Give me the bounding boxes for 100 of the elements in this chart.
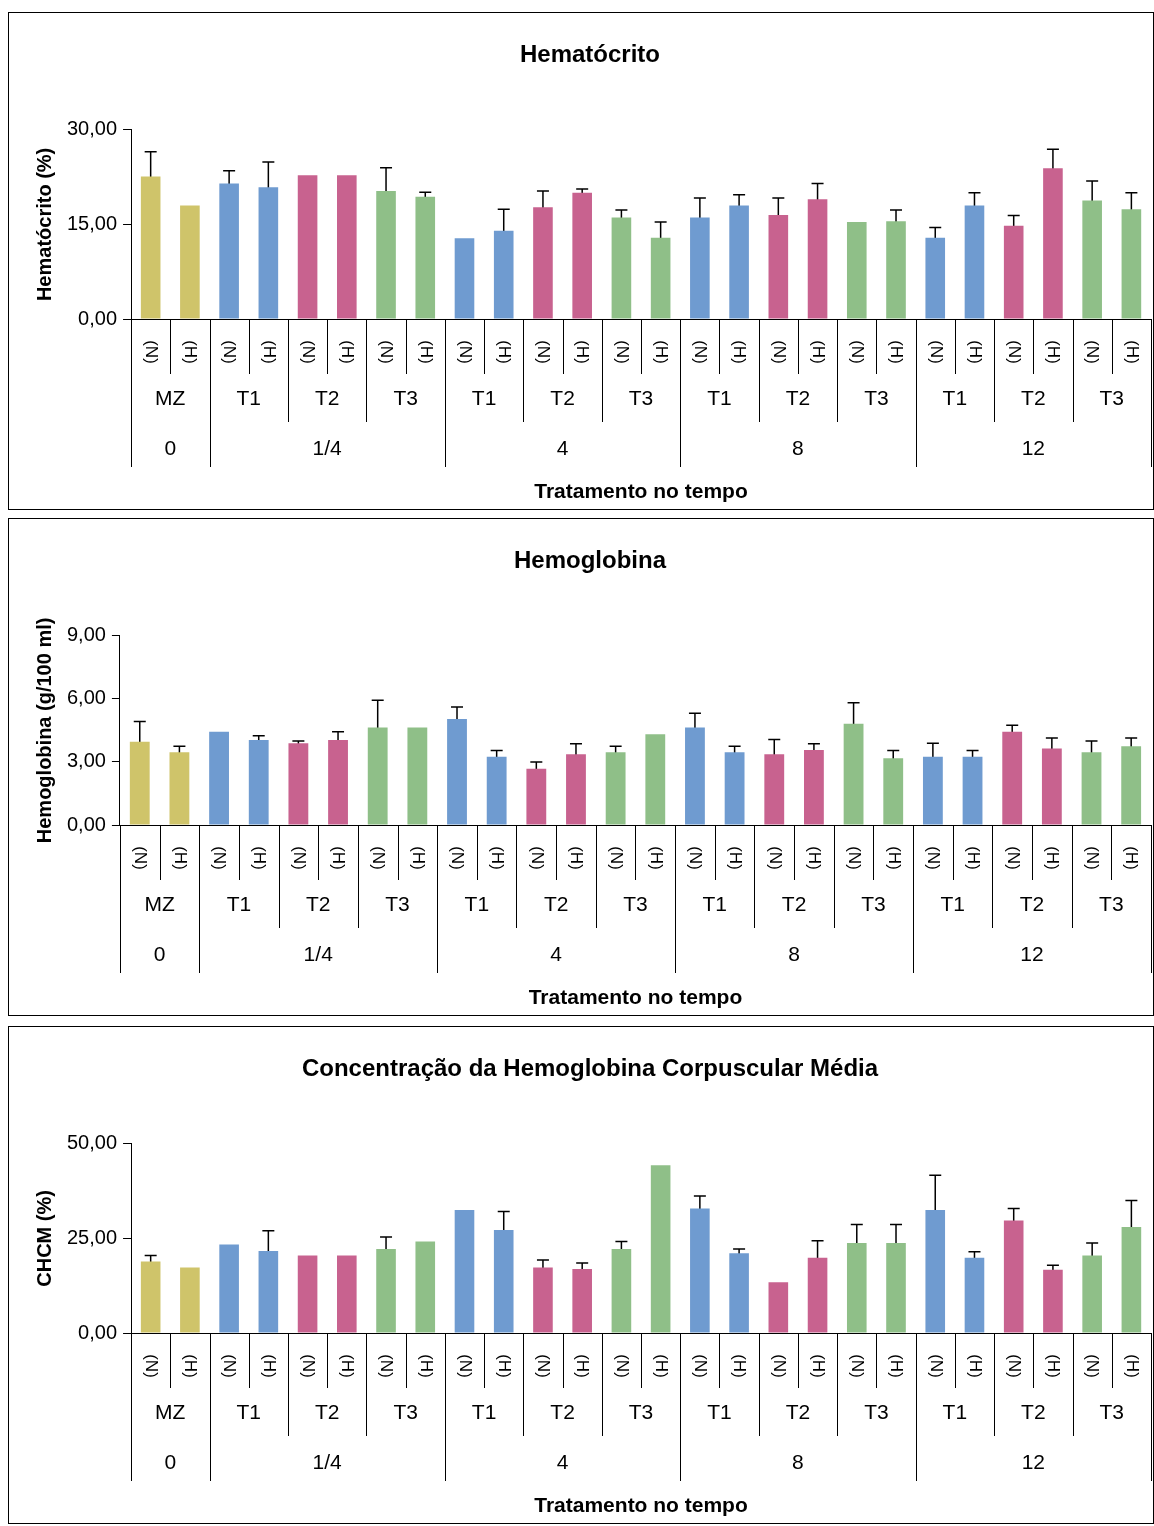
x-tick-label: (H)	[338, 1354, 358, 1378]
text: T1	[707, 385, 732, 409]
text: T1	[471, 1399, 497, 1423]
text: T3	[861, 891, 886, 915]
bar	[886, 1242, 906, 1333]
x-tick-label: (N)	[377, 1354, 397, 1378]
x-tick-label: (N)	[1082, 846, 1102, 870]
text: T3	[385, 891, 410, 915]
text: T3	[1099, 1399, 1125, 1423]
x-tick-label: (H)	[808, 340, 828, 364]
x-tick-label: (N)	[210, 846, 230, 870]
x-tick-label: (H)	[646, 846, 666, 870]
bar	[729, 205, 749, 319]
x-tick-label: (N)	[686, 846, 706, 870]
text: T2	[543, 891, 569, 915]
bar	[964, 205, 985, 319]
x-tick-label: (H)	[495, 340, 515, 364]
bar	[169, 752, 190, 825]
text: 8	[788, 941, 800, 965]
x-tick-label: (N)	[848, 1354, 868, 1378]
bar	[764, 754, 785, 825]
x-tick-label: (N)	[220, 340, 240, 364]
text: 8	[792, 435, 804, 459]
chart-title: Concentração da Hemoglobina Corpuscular Média	[301, 1054, 879, 1082]
x-tick-label: (N)	[926, 340, 946, 364]
bar	[493, 230, 514, 319]
x-tick-label: (H)	[887, 340, 907, 364]
text: MZ	[155, 385, 186, 409]
x-tick-label: (H)	[965, 1354, 985, 1378]
bar	[454, 238, 475, 319]
text: T2	[1019, 891, 1045, 915]
y-tick-label: 6,00	[66, 686, 106, 709]
bar	[533, 207, 553, 319]
bar	[288, 743, 309, 825]
x-tick-label: (H)	[651, 340, 671, 364]
x-tick-label: (N)	[606, 846, 626, 870]
bar	[572, 1269, 592, 1333]
bar	[1082, 1255, 1102, 1333]
x-tick-label: (N)	[691, 340, 711, 364]
bar	[376, 1248, 396, 1333]
x-tick-label: (N)	[769, 340, 789, 364]
bar	[807, 199, 828, 319]
bar	[1121, 1227, 1142, 1333]
text: 0	[164, 1449, 177, 1473]
x-tick-label: (N)	[924, 846, 944, 870]
chart-title: Hematócrito	[519, 40, 661, 68]
bar	[297, 175, 318, 319]
bar	[611, 217, 632, 319]
x-tick-label: (N)	[612, 1354, 632, 1378]
x-tick-label: (N)	[612, 340, 632, 364]
y-tick-label: 3,00	[66, 749, 106, 772]
x-tick-label: (H)	[730, 340, 750, 364]
text: 4	[556, 1449, 569, 1473]
x-tick-label: (N)	[527, 846, 547, 870]
bar	[1003, 225, 1024, 319]
bar	[768, 1282, 789, 1333]
bar	[605, 752, 626, 825]
x-tick-label: (N)	[369, 846, 389, 870]
bar	[493, 1230, 514, 1333]
bar	[337, 175, 357, 319]
y-axis-title: Hematócrito (%)	[32, 147, 55, 302]
x-tick-label: (N)	[377, 340, 397, 364]
bar	[219, 1244, 239, 1333]
y-tick-label: 0,00	[66, 812, 106, 835]
y-tick-label: 50,00	[66, 1131, 118, 1154]
x-tick-label: (N)	[769, 1354, 789, 1378]
text: T2	[314, 1399, 340, 1423]
bar	[804, 749, 824, 825]
text: T2	[785, 1399, 811, 1423]
bar	[129, 741, 150, 825]
text: 8	[792, 1449, 804, 1473]
text: T2	[1021, 385, 1046, 409]
y-axis-title: CHCM (%)	[32, 1190, 55, 1287]
text: T1	[236, 1399, 261, 1423]
text: T2	[781, 891, 807, 915]
bar	[846, 221, 867, 319]
bar	[964, 1257, 985, 1333]
x-tick-label: (H)	[725, 846, 745, 870]
y-tick-label: 0,00	[78, 1320, 118, 1343]
bar	[886, 221, 906, 319]
text: T3	[1099, 385, 1125, 409]
x-tick-label: (N)	[1005, 340, 1025, 364]
text: T3	[623, 891, 648, 915]
x-tick-label: (H)	[965, 340, 985, 364]
text: T2	[550, 1399, 575, 1423]
bar	[690, 217, 710, 319]
x-tick-label: (N)	[448, 846, 468, 870]
bar	[1121, 746, 1142, 825]
x-tick-label: (H)	[805, 846, 825, 870]
text: T1	[471, 385, 497, 409]
bar	[690, 1208, 710, 1333]
bar	[685, 727, 705, 825]
text: T2	[305, 891, 331, 915]
y-tick-label: 15,00	[66, 211, 118, 234]
x-tick-label: (H)	[408, 846, 428, 870]
text: 4	[550, 941, 563, 965]
bar	[328, 740, 348, 825]
text: T3	[628, 385, 654, 409]
text: T1	[236, 385, 261, 409]
bar	[724, 752, 745, 825]
